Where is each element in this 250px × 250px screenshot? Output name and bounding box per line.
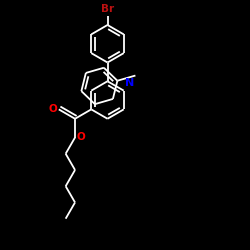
Text: N: N	[125, 78, 134, 88]
Text: O: O	[76, 132, 85, 142]
Text: Br: Br	[101, 4, 114, 15]
Text: O: O	[49, 104, 58, 115]
